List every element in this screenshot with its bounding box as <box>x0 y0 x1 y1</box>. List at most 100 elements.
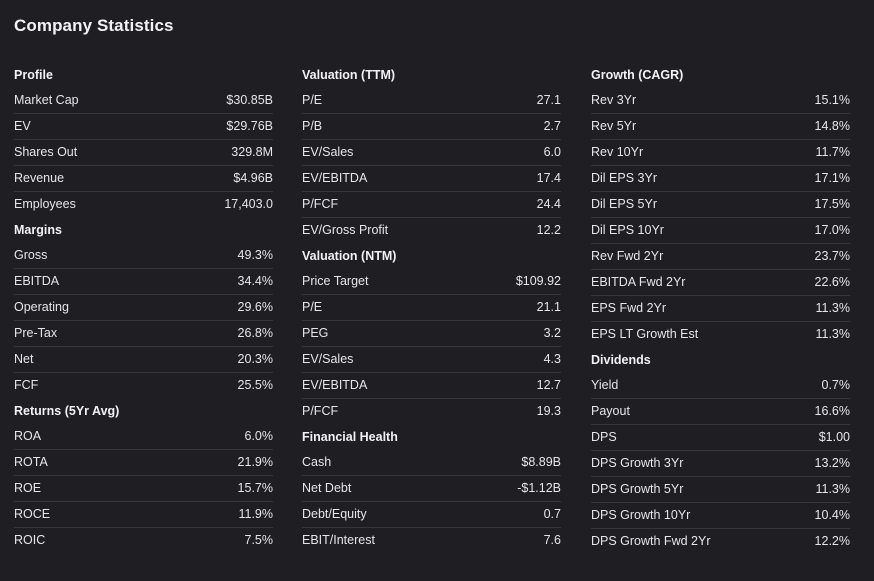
stat-label: ROTA <box>14 455 48 469</box>
stat-value: 11.9% <box>238 507 273 521</box>
stat-row-ev-gross-profit: EV/Gross Profit 12.2 <box>302 218 561 243</box>
stats-column-2: Valuation (TTM) P/E 27.1 P/B 2.7 EV/Sales 6.0 E… <box>302 62 561 553</box>
stat-value: 11.7% <box>815 145 850 159</box>
stat-label: ROIC <box>14 533 46 547</box>
stat-value: 0.7% <box>821 378 851 392</box>
stat-value: $4.96B <box>233 171 273 185</box>
stat-row-payout: Payout 16.6% <box>591 399 850 425</box>
stat-row-net-debt: Net Debt -$1.12B <box>302 476 561 502</box>
stat-value: $29.76B <box>226 119 273 133</box>
stat-label: EBITDA <box>14 274 60 288</box>
stat-value: 13.2% <box>814 456 850 470</box>
stat-row-ev-sales: EV/Sales 4.3 <box>302 347 561 373</box>
stat-row-p-b: P/B 2.7 <box>302 114 561 140</box>
stat-value: 26.8% <box>237 326 273 340</box>
stat-label: Rev 3Yr <box>591 93 637 107</box>
stat-value: 20.3% <box>237 352 273 366</box>
stat-row-rev-10yr: Rev 10Yr 11.7% <box>591 140 850 166</box>
section-growth-cagr: Growth (CAGR) Rev 3Yr 15.1% Rev 5Yr 14.8% Rev… <box>591 62 850 347</box>
stat-row-revenue: Revenue $4.96B <box>14 166 273 192</box>
stat-value: 2.7 <box>543 119 561 133</box>
stat-label: ROA <box>14 429 42 443</box>
stat-value: 12.7 <box>536 378 561 392</box>
stat-value: 17,403.0 <box>224 197 273 211</box>
stat-row-dps: DPS $1.00 <box>591 425 850 451</box>
stat-row-ev-ebitda: EV/EBITDA 12.7 <box>302 373 561 399</box>
section-valuation-ntm: Valuation (NTM) Price Target $109.92 P/E 21.… <box>302 243 561 424</box>
stat-value: 15.7% <box>237 481 273 495</box>
stat-row-dil-eps-3yr: Dil EPS 3Yr 17.1% <box>591 166 850 192</box>
stat-row-rev-fwd-2yr: Rev Fwd 2Yr 23.7% <box>591 244 850 270</box>
stat-value: 16.6% <box>814 404 850 418</box>
stat-value: $30.85B <box>226 93 273 107</box>
stat-value: 23.7% <box>814 249 850 263</box>
stat-value: 27.1 <box>536 93 561 107</box>
stat-value: 21.1 <box>536 300 561 314</box>
stat-value: 10.4% <box>814 508 850 522</box>
stat-value: 11.3% <box>815 327 850 341</box>
stat-label: P/B <box>302 119 323 133</box>
stat-row-ebitda: EBITDA 34.4% <box>14 269 273 295</box>
stat-row-net: Net 20.3% <box>14 347 273 373</box>
stat-label: Rev 10Yr <box>591 145 644 159</box>
stat-value: -$1.12B <box>517 481 561 495</box>
stat-label: EBIT/Interest <box>302 533 375 547</box>
stat-label: DPS <box>591 430 617 444</box>
section-title: Valuation (NTM) <box>302 249 397 263</box>
stat-value: 12.2 <box>536 223 561 237</box>
stat-row-p-fcf: P/FCF 19.3 <box>302 399 561 424</box>
section-title: Returns (5Yr Avg) <box>14 404 120 418</box>
stat-row-cash: Cash $8.89B <box>302 450 561 476</box>
stats-column-1: Profile Market Cap $30.85B EV $29.76B Shares … <box>14 62 273 553</box>
stat-label: Cash <box>302 455 332 469</box>
stat-value: 17.5% <box>814 197 850 211</box>
stat-row-rev-3yr: Rev 3Yr 15.1% <box>591 88 850 114</box>
stat-label: P/E <box>302 93 323 107</box>
stat-value: 15.1% <box>814 93 850 107</box>
stat-row-p-e: P/E 21.1 <box>302 295 561 321</box>
stat-row-yield: Yield 0.7% <box>591 373 850 399</box>
stat-row-eps-lt-growth-est: EPS LT Growth Est 11.3% <box>591 322 850 347</box>
section-valuation-ttm: Valuation (TTM) P/E 27.1 P/B 2.7 EV/Sales 6.0 E… <box>302 62 561 243</box>
stat-row-price-target: Price Target $109.92 <box>302 269 561 295</box>
stat-row-dps-growth-3yr: DPS Growth 3Yr 13.2% <box>591 451 850 477</box>
stat-row-roa: ROA 6.0% <box>14 424 273 450</box>
section-title: Growth (CAGR) <box>591 68 684 82</box>
panel-title: Company Statistics <box>14 16 174 35</box>
stat-value: 29.6% <box>237 300 273 314</box>
stat-label: Payout <box>591 404 630 418</box>
stat-row-debt-equity: Debt/Equity 0.7 <box>302 502 561 528</box>
stat-row-roe: ROE 15.7% <box>14 476 273 502</box>
stat-label: Dil EPS 5Yr <box>591 197 657 211</box>
stat-value: 11.3% <box>815 301 850 315</box>
stat-row-dps-growth-5yr: DPS Growth 5Yr 11.3% <box>591 477 850 503</box>
section-title: Valuation (TTM) <box>302 68 396 82</box>
stat-row-p-e: P/E 27.1 <box>302 88 561 114</box>
stat-label: PEG <box>302 326 329 340</box>
stat-value: 19.3 <box>536 404 561 418</box>
stat-value: 17.4 <box>536 171 561 185</box>
section-financial-health: Financial Health Cash $8.89B Net Debt -$1.12… <box>302 424 561 553</box>
stat-row-fcf: FCF 25.5% <box>14 373 273 398</box>
stat-label: Revenue <box>14 171 65 185</box>
stat-row-ebit-interest: EBIT/Interest 7.6 <box>302 528 561 553</box>
stat-label: Operating <box>14 300 69 314</box>
stat-value: 24.4 <box>536 197 561 211</box>
stat-label: Shares Out <box>14 145 78 159</box>
stat-label: ROE <box>14 481 42 495</box>
stat-value: $8.89B <box>521 455 561 469</box>
section-title: Profile <box>14 68 53 82</box>
stat-value: 22.6% <box>814 275 850 289</box>
stat-value: 34.4% <box>237 274 273 288</box>
stat-label: ROCE <box>14 507 51 521</box>
stat-row-roic: ROIC 7.5% <box>14 528 273 553</box>
stat-row-dps-growth-fwd-2yr: DPS Growth Fwd 2Yr 12.2% <box>591 529 850 554</box>
stat-value: 6.0% <box>244 429 274 443</box>
stat-label: Dil EPS 10Yr <box>591 223 664 237</box>
stat-value: $109.92 <box>515 274 561 288</box>
stat-label: DPS Growth 3Yr <box>591 456 684 470</box>
stat-label: Market Cap <box>14 93 79 107</box>
stat-row-pre-tax: Pre-Tax 26.8% <box>14 321 273 347</box>
stat-row-rota: ROTA 21.9% <box>14 450 273 476</box>
